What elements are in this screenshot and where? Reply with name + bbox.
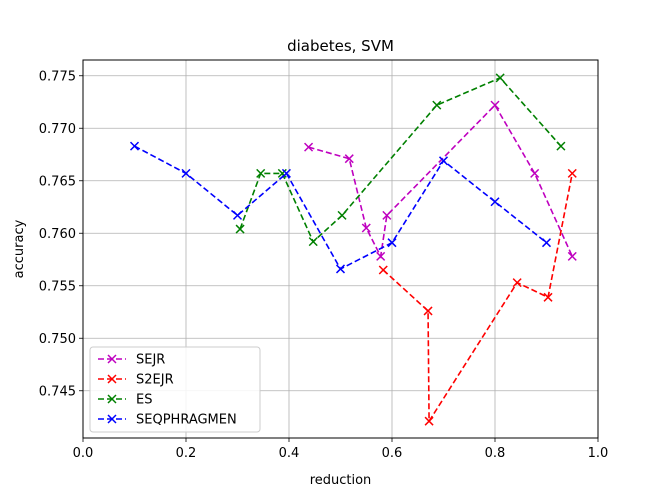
legend-label: SEQPHRAGMEN [136, 413, 237, 428]
x-tick-label: 0.2 [176, 446, 197, 461]
series-line-es [239, 76, 562, 243]
data-point-sejr [344, 154, 354, 164]
data-point-s2ejr [543, 292, 553, 302]
x-tick-label: 1.0 [588, 446, 609, 461]
legend-marker [107, 354, 117, 364]
data-point-es [495, 73, 505, 83]
y-tick-label: 0.765 [39, 174, 76, 189]
legend-label: SEJR [136, 353, 165, 368]
x-tick-label: 0.8 [485, 446, 506, 461]
series-line-sejr [308, 103, 573, 259]
x-axis-label: reduction [310, 473, 372, 488]
y-axis-label: accuracy [12, 219, 27, 278]
y-tick-label: 0.770 [39, 122, 76, 137]
data-point-sejr [304, 142, 314, 152]
chart-title: diabetes, SVM [287, 37, 394, 55]
data-point-seqphragmen [232, 210, 243, 220]
legend-marker [107, 394, 117, 404]
data-point-sejr [490, 100, 500, 110]
grid [82, 60, 599, 438]
data-point-sejr [530, 168, 540, 178]
data-point-s2ejr [512, 278, 522, 288]
data-point-seqphragmen [387, 238, 397, 248]
data-point-es [432, 100, 442, 110]
y-tick-label: 0.750 [39, 332, 76, 347]
x-tick-label: 0.4 [279, 446, 300, 461]
legend-item-s2ejr: S2EJR [98, 373, 174, 388]
legend-box [89, 346, 261, 433]
data-point-es [277, 168, 287, 178]
data-point-s2ejr [567, 168, 577, 178]
data-point-s2ejr [424, 416, 434, 426]
data-point-es [308, 237, 318, 247]
series-s2ejr [378, 168, 577, 426]
plot-frame [82, 59, 599, 439]
x-tick-label: 0.6 [382, 446, 403, 461]
legend-marker [107, 414, 117, 424]
data-point-sejr [567, 251, 577, 261]
series-sejr [304, 100, 577, 261]
y-tick-label: 0.755 [39, 279, 76, 294]
data-point-seqphragmen [541, 238, 552, 248]
legend-label: ES [136, 393, 152, 408]
data-point-sejr [361, 223, 371, 233]
y-tick-label: 0.760 [39, 227, 76, 242]
data-point-s2ejr [423, 306, 433, 316]
data-point-es [256, 168, 266, 178]
series-line-s2ejr [382, 173, 574, 424]
x-tick-label: 0.0 [73, 446, 94, 461]
data-point-sejr [376, 251, 386, 261]
y-tick-label: 0.745 [39, 384, 76, 399]
data-point-es [556, 141, 566, 151]
data-point-s2ejr [378, 265, 388, 275]
legend-item-es: ES [98, 393, 152, 408]
legend-item-sejr: SEJR [98, 353, 165, 368]
series-es [235, 73, 566, 247]
data-point-seqphragmen [129, 141, 140, 151]
y-tick-label: 0.775 [39, 69, 76, 84]
data-point-seqphragmen [281, 168, 291, 178]
series-seqphragmen [129, 141, 552, 274]
data-point-seqphragmen [181, 168, 191, 178]
legend-label: S2EJR [136, 373, 174, 388]
data-point-es [337, 210, 347, 220]
legend-item-seqphragmen: SEQPHRAGMEN [98, 413, 237, 428]
legend: SEJR S2EJR ES SEQPHRAGMEN [89, 346, 261, 433]
data-point-sejr [382, 210, 392, 220]
data-point-seqphragmen [335, 264, 346, 274]
legend-marker [107, 374, 117, 384]
series-layer [129, 73, 577, 426]
axis-ticks: 0.0 0.2 0.4 0.6 0.8 1.0 0.745 0.750 0.755 0.760 0.… [39, 69, 609, 461]
data-point-seqphragmen [438, 156, 449, 166]
data-point-seqphragmen [490, 197, 500, 207]
data-point-es [235, 224, 245, 234]
